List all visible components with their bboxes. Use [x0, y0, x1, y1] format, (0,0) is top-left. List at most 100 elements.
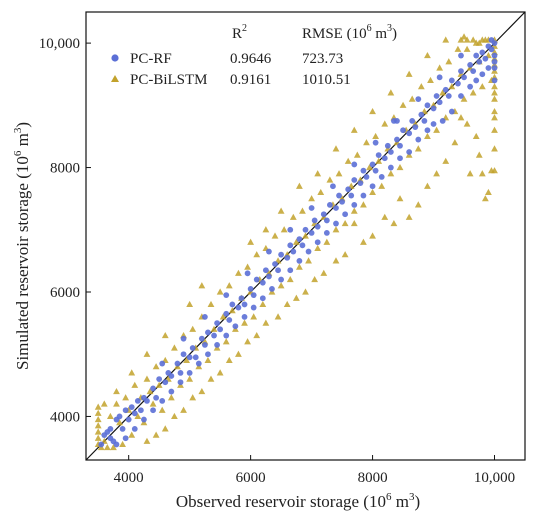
data-point-pc-rf [415, 136, 422, 143]
data-point-pc-rf [201, 313, 208, 320]
data-point-pc-bilstm [247, 238, 255, 245]
data-point-pc-bilstm [457, 36, 465, 43]
data-point-pc-bilstm [457, 114, 465, 121]
data-point-pc-rf [323, 229, 330, 236]
data-point-pc-rf [168, 388, 175, 395]
data-point-pc-bilstm [448, 83, 456, 90]
data-point-pc-bilstm [219, 313, 227, 320]
data-point-pc-bilstm [189, 394, 197, 401]
data-point-pc-rf [250, 292, 257, 299]
data-point-pc-rf [418, 111, 425, 118]
data-point-pc-bilstm [94, 409, 102, 416]
data-point-pc-bilstm [436, 64, 444, 71]
data-point-pc-rf [406, 130, 413, 137]
data-point-pc-bilstm [475, 151, 483, 158]
data-point-pc-bilstm [110, 443, 117, 451]
data-point-pc-bilstm [292, 238, 300, 245]
data-point-pc-rf [406, 149, 413, 155]
data-point-pc-rf [186, 369, 193, 376]
data-point-pc-rf [241, 301, 248, 308]
data-point-pc-rf [326, 201, 333, 208]
data-point-pc-rf [241, 313, 248, 320]
data-point-pc-bilstm [390, 219, 398, 227]
data-point-pc-rf [205, 351, 211, 358]
data-point-pc-bilstm [186, 300, 194, 308]
data-point-pc-bilstm [207, 300, 215, 308]
data-point-pc-rf [360, 167, 367, 174]
data-point-pc-rf [488, 46, 495, 53]
data-point-pc-bilstm [262, 319, 270, 326]
data-point-pc-rf [119, 425, 126, 432]
data-point-pc-rf [250, 304, 257, 311]
data-point-pc-rf [491, 77, 498, 84]
data-point-pc-rf [308, 205, 315, 211]
data-point-pc-bilstm [353, 151, 361, 158]
data-point-pc-rf [259, 279, 266, 286]
data-point-pc-rf [314, 239, 321, 246]
data-point-pc-bilstm [363, 139, 370, 146]
data-point-pc-rf [397, 142, 403, 149]
data-point-pc-rf [342, 211, 349, 218]
data-point-pc-rf [473, 77, 480, 84]
data-point-pc-bilstm [491, 89, 498, 96]
data-point-pc-bilstm [113, 400, 120, 407]
data-point-pc-bilstm [149, 400, 157, 407]
data-point-pc-bilstm [491, 83, 498, 90]
data-point-pc-bilstm [289, 213, 297, 220]
data-point-pc-bilstm [152, 431, 160, 438]
data-point-pc-rf [150, 385, 156, 392]
data-point-pc-bilstm [244, 338, 251, 345]
data-point-pc-bilstm [350, 207, 358, 214]
data-point-pc-bilstm [274, 313, 282, 320]
data-point-pc-rf [333, 205, 339, 211]
r2-value-pc-rf: 0.9646 [230, 51, 272, 67]
data-point-pc-bilstm [189, 325, 197, 332]
data-point-pc-rf [125, 416, 132, 423]
data-point-pc-rf [430, 105, 437, 112]
data-point-pc-bilstm [387, 89, 395, 96]
data-point-pc-bilstm [424, 132, 431, 140]
data-point-pc-rf [302, 226, 309, 233]
data-point-pc-bilstm [305, 257, 312, 264]
data-point-pc-bilstm [451, 139, 459, 146]
legend-label-pc-bilstm: PC-BiLSTM [130, 72, 208, 88]
data-point-pc-bilstm [366, 163, 373, 171]
data-point-pc-rf [137, 407, 144, 414]
data-point-pc-rf [409, 117, 416, 124]
data-point-pc-bilstm [225, 282, 233, 289]
data-point-pc-rf [238, 295, 245, 302]
data-point-pc-bilstm [302, 288, 309, 295]
data-point-pc-bilstm [235, 269, 242, 276]
data-point-pc-rf [159, 397, 166, 404]
data-point-pc-bilstm [491, 95, 498, 102]
data-point-pc-rf [467, 83, 474, 90]
data-point-pc-bilstm [463, 45, 471, 52]
data-point-pc-rf [223, 310, 230, 317]
data-point-pc-rf [491, 65, 498, 71]
data-point-pc-bilstm [311, 275, 319, 283]
data-point-pc-bilstm [442, 36, 450, 43]
data-point-pc-rf [458, 68, 464, 75]
data-point-pc-bilstm [332, 145, 340, 152]
data-point-pc-bilstm [186, 375, 194, 382]
data-point-pc-rf [330, 183, 336, 190]
data-point-pc-rf [430, 121, 437, 127]
data-point-pc-rf [290, 248, 297, 255]
data-point-pc-bilstm [405, 70, 413, 77]
data-point-pc-bilstm [414, 145, 422, 152]
data-point-pc-rf [284, 254, 291, 261]
data-point-pc-bilstm [171, 412, 178, 420]
data-point-pc-bilstm [280, 226, 288, 233]
data-point-pc-rf [345, 186, 352, 193]
data-point-pc-bilstm [225, 356, 233, 364]
data-point-pc-rf [400, 127, 406, 134]
data-point-pc-rf [333, 220, 339, 227]
data-point-pc-rf [107, 425, 114, 432]
data-point-pc-rf [168, 373, 175, 379]
data-point-pc-bilstm [253, 331, 261, 339]
data-point-pc-rf [223, 332, 230, 339]
data-point-pc-rf [287, 242, 294, 249]
data-point-pc-rf [272, 261, 278, 267]
data-point-pc-rf [131, 425, 138, 432]
